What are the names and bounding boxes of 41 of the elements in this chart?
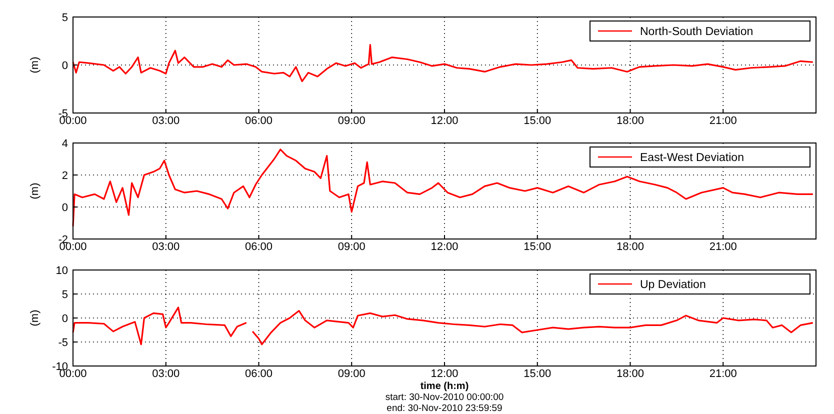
x-tick-label: 12:00 [430,115,458,127]
x-tick-label: 15:00 [524,241,552,253]
legend-label: North-South Deviation [640,26,754,38]
y-tick-label: 5 [62,12,68,24]
line-series [72,44,814,82]
x-tick-label: 03:00 [152,115,180,127]
y-axis-title: (m) [29,310,41,326]
x-tick-label: 18:00 [616,368,644,380]
x-tick-label: 18:00 [616,241,644,253]
y-tick-label: -5 [58,337,68,349]
x-tick-label: 12:00 [430,241,458,253]
x-tick-label: 21:00 [709,115,737,127]
x-tick-label: 15:00 [524,115,552,127]
y-tick-label: 0 [62,313,68,325]
x-tick-label: 21:00 [709,368,737,380]
x-tick-label: 09:00 [338,368,366,380]
x-tick-label: 06:00 [244,115,273,127]
x-axis-title: time (h:m) [420,381,469,392]
text: end: 30-Nov-2010 23:59:59 [386,403,502,414]
x-tick-label: 09:00 [338,115,366,127]
y-tick-label: 5 [62,289,68,301]
x-tick-label: 12:00 [430,368,458,380]
x-tick-label: 03:00 [152,241,180,253]
x-tick-label: 21:00 [709,241,737,253]
y-tick-label: 0 [62,202,68,214]
y-axis-title: (m) [29,182,41,200]
text: start: 30-Nov-2010 00:00:00 [385,392,504,403]
y-tick-label: 0 [62,60,68,72]
legend-label: East-West Deviation [640,152,744,164]
x-tick-label: 18:00 [616,115,644,127]
x-tick-label: 09:00 [338,241,366,253]
line-series [72,148,814,227]
y-axis-title: (m) [29,56,41,74]
x-tick-label: 15:00 [524,368,552,380]
legend-label: Up Deviation [640,279,706,291]
y-tick-label: 4 [62,138,68,150]
x-tick-label: 06:00 [244,368,273,380]
x-tick-label: 06:00 [244,241,273,253]
y-tick-label: 10 [56,265,68,277]
x-tick-label: 03:00 [152,368,180,380]
y-tick-label: 2 [62,170,68,182]
